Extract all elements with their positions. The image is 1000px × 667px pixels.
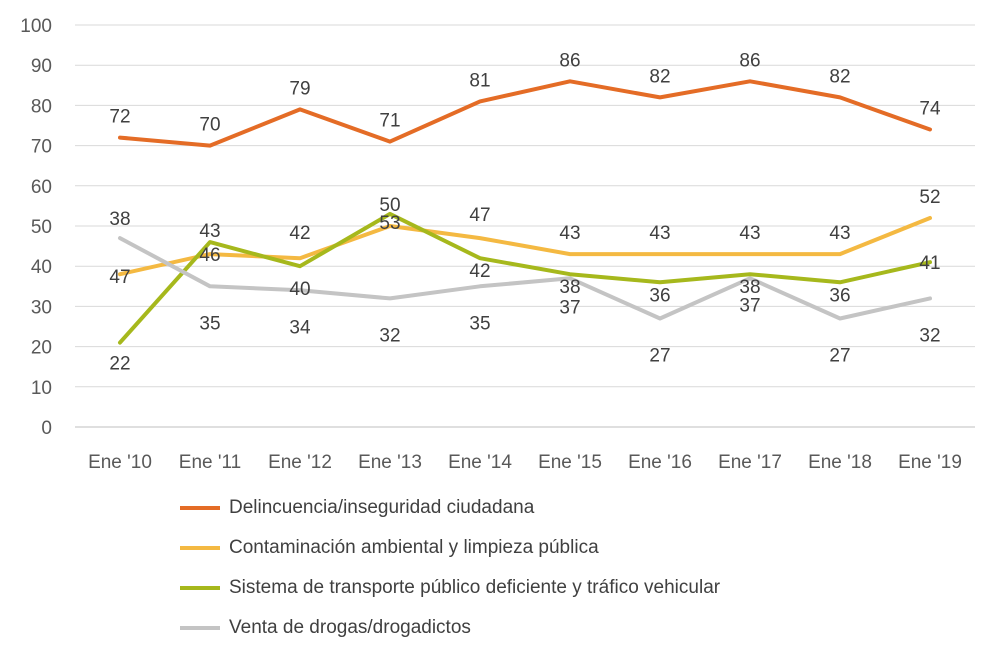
data-label: 22 [109, 354, 130, 375]
legend-swatch-transporte [180, 586, 220, 590]
x-tick-label: Ene '10 [88, 452, 152, 473]
data-label: 43 [739, 223, 760, 244]
y-tick-label: 90 [31, 56, 52, 77]
data-label: 34 [289, 317, 311, 338]
data-label: 71 [379, 111, 400, 132]
y-tick-label: 80 [31, 96, 52, 117]
y-tick-label: 50 [31, 217, 52, 238]
legend-swatch-drogas [180, 626, 220, 630]
legend-swatch-contaminacion [180, 546, 220, 550]
data-labels: 72 70 79 71 81 86 82 86 82 74 47 43 42 50 47 43 43 43 43 52… [109, 50, 941, 374]
x-tick-label: Ene '14 [448, 452, 512, 473]
y-tick-label: 100 [20, 16, 52, 37]
data-label: 37 [559, 297, 580, 318]
data-label: 27 [829, 345, 850, 366]
data-label: 47 [469, 205, 490, 226]
data-label: 36 [649, 285, 670, 306]
data-label: 81 [469, 70, 490, 91]
data-label: 36 [829, 285, 850, 306]
x-tick-label: Ene '13 [358, 452, 422, 473]
x-tick-label: Ene '18 [808, 452, 872, 473]
legend-item-drogas: Venta de drogas/drogadictos [180, 608, 720, 648]
legend-item-contaminacion: Contaminación ambiental y limpieza públi… [180, 528, 720, 568]
data-label: 43 [649, 223, 670, 244]
data-label: 46 [199, 245, 220, 266]
data-label: 72 [109, 107, 130, 128]
data-label: 43 [829, 223, 850, 244]
data-label: 38 [739, 277, 760, 298]
data-label: 47 [109, 267, 130, 288]
x-tick-label: Ene '16 [628, 452, 692, 473]
y-tick-label: 30 [31, 297, 52, 318]
legend-item-transporte: Sistema de transporte público deficiente… [180, 568, 720, 608]
data-label: 70 [199, 115, 220, 136]
legend: Delincuencia/inseguridad ciudadana Conta… [180, 488, 720, 648]
data-label: 42 [469, 261, 490, 282]
y-tick-label: 40 [31, 257, 52, 278]
y-tick-label: 20 [31, 338, 52, 359]
y-axis-ticks: 0 10 20 30 40 50 60 70 80 90 100 [20, 16, 52, 439]
data-label: 27 [649, 345, 670, 366]
legend-swatch-delincuencia [180, 506, 220, 510]
y-tick-label: 0 [41, 418, 52, 439]
data-label: 43 [559, 223, 580, 244]
x-tick-label: Ene '17 [718, 452, 782, 473]
x-axis-ticks: Ene '10 Ene '11 Ene '12 Ene '13 Ene '14 Ene '… [88, 452, 962, 473]
legend-label: Contaminación ambiental y limpieza públi… [229, 537, 599, 558]
legend-item-delincuencia: Delincuencia/inseguridad ciudadana [180, 488, 720, 528]
x-tick-label: Ene '15 [538, 452, 602, 473]
data-label: 52 [919, 187, 940, 208]
legend-label: Delincuencia/inseguridad ciudadana [229, 497, 535, 518]
data-label: 53 [379, 213, 400, 234]
data-label: 32 [379, 325, 400, 346]
data-label: 41 [919, 253, 940, 274]
legend-label: Sistema de transporte público deficiente… [229, 577, 721, 598]
data-label: 37 [739, 295, 760, 316]
data-label: 35 [469, 313, 490, 334]
series-line-3 [118, 211, 932, 345]
data-label: 82 [829, 66, 850, 87]
y-tick-label: 60 [31, 177, 52, 198]
data-label: 86 [559, 50, 580, 71]
data-label: 79 [289, 78, 310, 99]
legend-label: Venta de drogas/drogadictos [229, 617, 471, 638]
data-label: 82 [649, 66, 670, 87]
data-label: 74 [919, 99, 941, 120]
data-label: 42 [289, 223, 310, 244]
data-label: 43 [199, 221, 220, 242]
series-lines [118, 79, 932, 345]
y-tick-label: 70 [31, 137, 52, 158]
data-label: 86 [739, 50, 760, 71]
data-label: 40 [289, 279, 310, 300]
data-label: 38 [559, 277, 580, 298]
data-label: 35 [199, 313, 220, 334]
x-tick-label: Ene '12 [268, 452, 332, 473]
data-label: 38 [109, 209, 130, 230]
series-line-1 [118, 79, 932, 148]
data-label: 32 [919, 325, 940, 346]
x-tick-label: Ene '19 [898, 452, 962, 473]
y-tick-label: 10 [31, 378, 52, 399]
x-tick-label: Ene '11 [179, 452, 241, 473]
data-label: 50 [379, 195, 400, 216]
series-line-4 [118, 236, 932, 321]
